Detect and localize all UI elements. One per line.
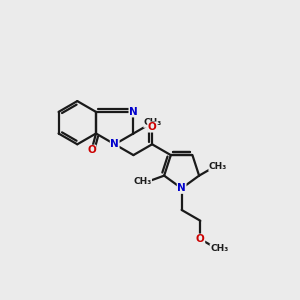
Text: N: N: [177, 183, 186, 193]
Text: CH₃: CH₃: [133, 177, 152, 186]
Text: CH₃: CH₃: [210, 244, 228, 253]
Text: O: O: [196, 234, 205, 244]
Text: N: N: [129, 107, 138, 117]
Text: CH₃: CH₃: [144, 118, 162, 127]
Text: CH₃: CH₃: [209, 162, 227, 171]
Text: O: O: [87, 145, 96, 155]
Text: N: N: [110, 139, 119, 149]
Text: O: O: [148, 122, 157, 132]
